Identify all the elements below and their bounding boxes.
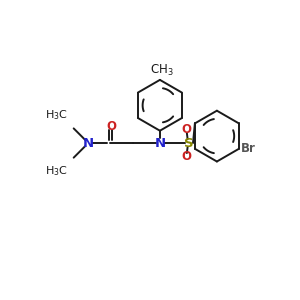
Text: O: O xyxy=(182,123,192,136)
Text: S: S xyxy=(184,136,194,149)
Text: CH$_3$: CH$_3$ xyxy=(150,62,173,78)
Text: O: O xyxy=(182,150,192,164)
Text: N: N xyxy=(154,136,166,149)
Text: O: O xyxy=(106,120,116,133)
Text: H$_3$C: H$_3$C xyxy=(45,164,68,178)
Text: N: N xyxy=(83,136,94,149)
Text: Br: Br xyxy=(241,142,256,155)
Text: H$_3$C: H$_3$C xyxy=(45,108,68,122)
